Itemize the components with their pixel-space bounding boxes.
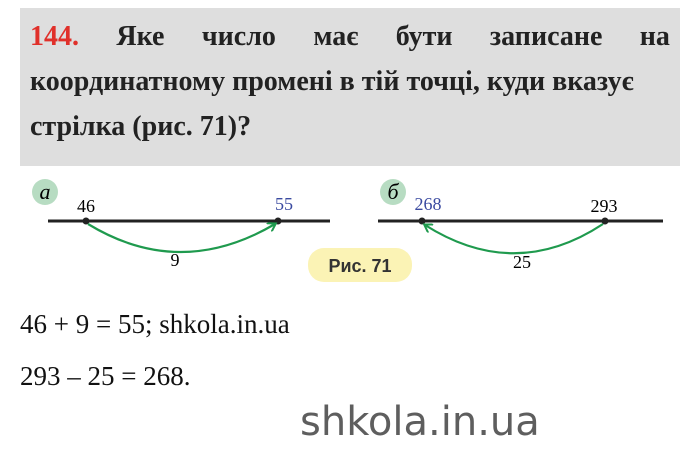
step-9: 9 [171, 250, 180, 270]
figure-caption: Рис. 71 [328, 256, 391, 276]
label-a: а [40, 179, 51, 204]
label-circle-b [380, 179, 406, 205]
figure-71: а 46 55 9 б 268 293 25 Рис. 71 [32, 179, 663, 282]
point-268 [418, 217, 426, 225]
step-25: 25 [513, 252, 531, 272]
value-268: 268 [415, 194, 442, 214]
answer-line-1: 46 + 9 = 55; shkola.in.ua [20, 309, 290, 339]
value-293: 293 [591, 196, 618, 216]
task-number: 144. [30, 21, 79, 52]
task-line-2: координатному промені в тій точці, куди … [30, 66, 634, 97]
point-46 [82, 217, 90, 225]
word: число [201, 21, 276, 52]
point-293 [601, 217, 609, 225]
word: має [313, 21, 359, 52]
value-46: 46 [77, 196, 95, 216]
value-55: 55 [275, 194, 293, 214]
label-b: б [387, 179, 399, 204]
watermark: shkola.in.ua [300, 399, 540, 445]
arrow-b [425, 223, 604, 255]
task-box: 144. Яке число має бути записане на коор… [20, 8, 680, 166]
word: Яке [116, 21, 165, 52]
label-circle-a [32, 179, 58, 205]
task-line-3: стрілка (рис. 71)? [30, 111, 252, 142]
word: записане [489, 21, 603, 52]
task-line-1: 144. Яке число має бути записане на [30, 20, 670, 54]
caption-pill [308, 248, 412, 282]
word: на [639, 21, 670, 52]
word: бути [395, 21, 453, 52]
point-55 [274, 217, 282, 225]
answer-line-2: 293 – 25 = 268. [20, 361, 191, 391]
arrow-a [87, 224, 275, 253]
